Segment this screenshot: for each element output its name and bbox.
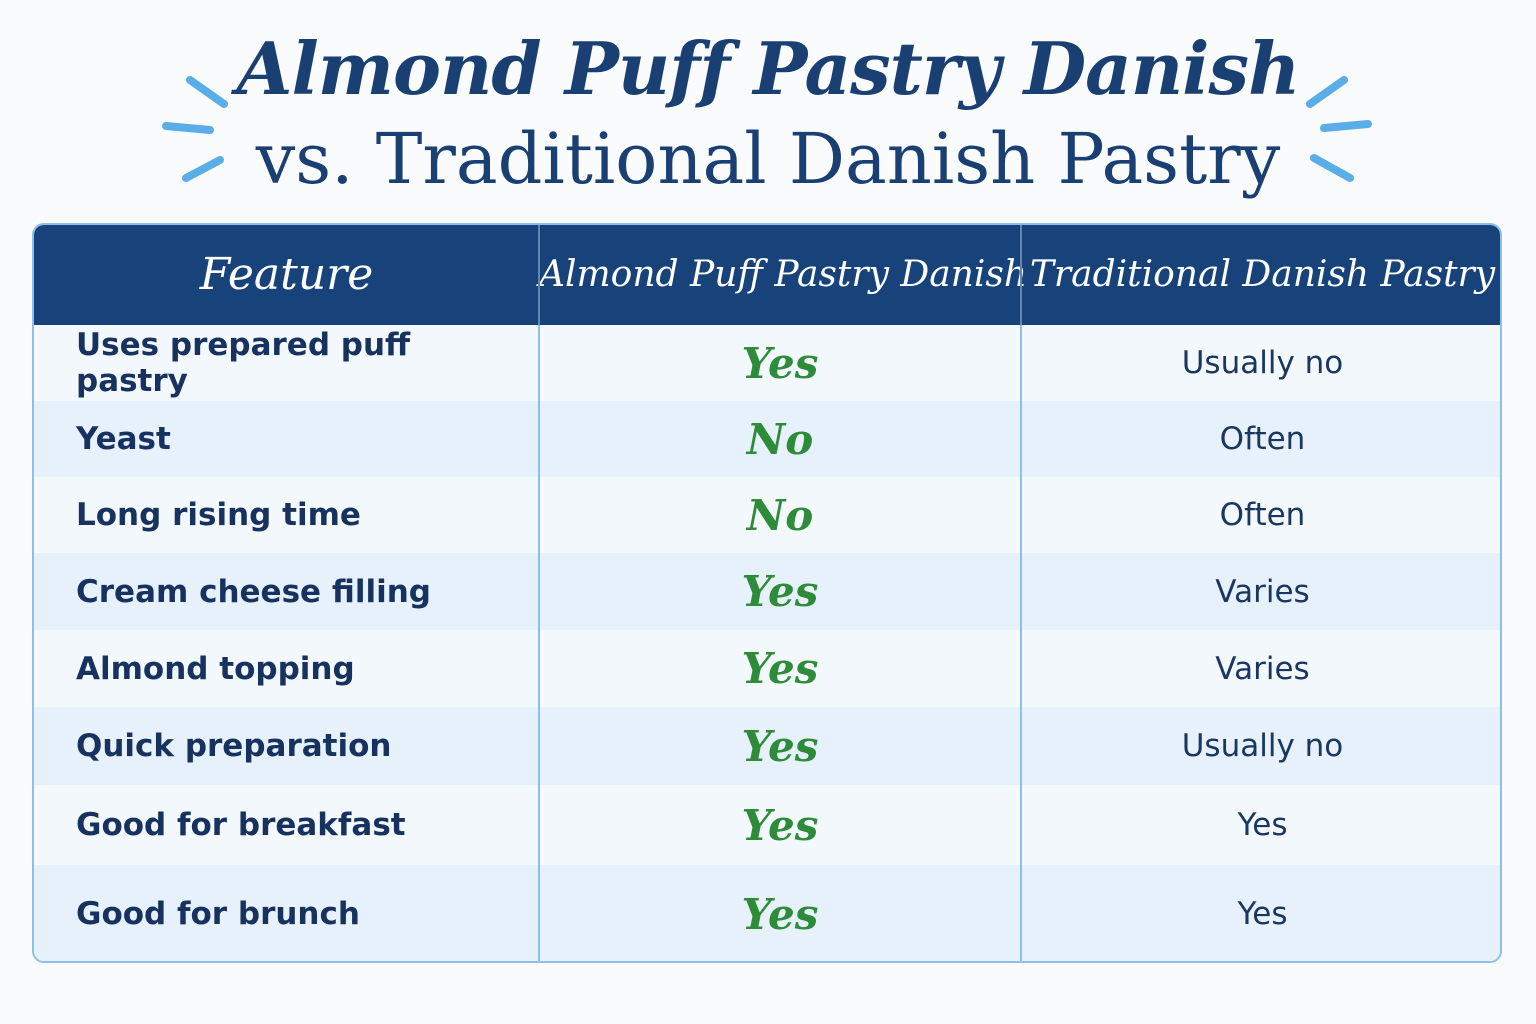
feature-cell: Quick preparation — [76, 728, 392, 764]
almond-cell: Yes — [741, 567, 819, 616]
feature-cell: Almond topping — [76, 650, 355, 687]
traditional-cell: Usually no — [1181, 345, 1344, 381]
traditional-cell: Usually no — [1181, 728, 1344, 764]
feature-cell: Good for brunch — [76, 896, 360, 932]
header-divider — [538, 225, 540, 325]
table-row: Uses prepared puff pastry Yes Usually no — [34, 325, 1500, 401]
feature-cell: Good for breakfast — [76, 807, 406, 843]
page-subtitle: vs. Traditional Danish Pastry — [255, 118, 1281, 200]
traditional-cell: Varies — [1215, 650, 1310, 687]
header-feature: Feature — [199, 249, 374, 300]
table-row: Good for brunch Yes Yes — [34, 865, 1500, 961]
table-row: Quick preparation Yes Usually no — [34, 707, 1500, 785]
table-row: Long rising time No Often — [34, 477, 1500, 553]
traditional-cell: Often — [1219, 497, 1306, 533]
almond-cell: Yes — [741, 800, 819, 850]
column-divider — [1020, 225, 1022, 961]
traditional-cell: Often — [1219, 421, 1306, 457]
traditional-cell: Varies — [1215, 573, 1310, 610]
column-divider — [538, 225, 540, 961]
table-row: Almond topping Yes Varies — [34, 630, 1500, 707]
header-divider — [1020, 225, 1022, 325]
table-row: Good for breakfast Yes Yes — [34, 785, 1500, 865]
header-almond: Almond Puff Pastry Danish — [539, 254, 1028, 295]
page-title: Almond Puff Pastry Danish — [236, 26, 1301, 111]
almond-cell: No — [746, 414, 814, 464]
title-block: Almond Puff Pastry Danish vs. Traditiona… — [0, 18, 1536, 218]
feature-cell: Uses prepared puff pastry — [76, 327, 411, 399]
table-row: Cream cheese filling Yes Varies — [34, 553, 1500, 630]
almond-cell: Yes — [741, 338, 819, 388]
almond-cell: Yes — [741, 644, 819, 693]
feature-cell: Cream cheese filling — [76, 573, 431, 610]
table-row: Yeast No Often — [34, 401, 1500, 477]
feature-cell: Long rising time — [76, 497, 361, 533]
almond-cell: No — [746, 490, 814, 540]
almond-cell: Yes — [741, 889, 819, 939]
traditional-cell: Yes — [1237, 807, 1288, 843]
accent-burst-right-icon — [1306, 76, 1372, 182]
almond-cell: Yes — [741, 721, 819, 771]
comparison-table: Feature Almond Puff Pastry Danish Tradit… — [32, 223, 1502, 963]
header-traditional: Traditional Danish Pastry — [1029, 254, 1496, 295]
feature-cell: Yeast — [76, 421, 171, 457]
accent-burst-left-icon — [162, 76, 228, 182]
table-header: Feature Almond Puff Pastry Danish Tradit… — [34, 225, 1500, 325]
traditional-cell: Yes — [1237, 896, 1288, 932]
